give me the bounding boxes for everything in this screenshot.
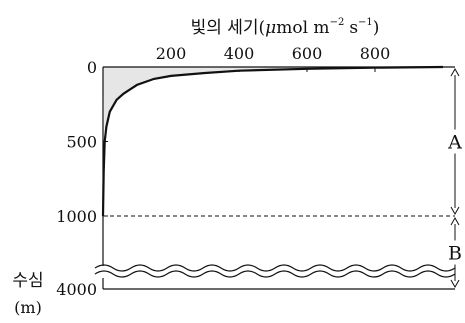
zone-B-arrow-up bbox=[450, 216, 460, 226]
x-tick-label-400: 400 bbox=[224, 44, 255, 63]
zone-brackets: AB bbox=[447, 67, 462, 289]
x-title-rest: mol m bbox=[276, 18, 329, 38]
zone-A-arrow-up bbox=[450, 67, 460, 77]
x-title-s: s bbox=[349, 18, 358, 38]
light-area-fill bbox=[103, 67, 443, 142]
x-axis-title: 빛의 세기(μmol m−2 s−1) bbox=[191, 17, 380, 38]
x-tick-label-200: 200 bbox=[156, 44, 187, 63]
x-title-exp2: −1 bbox=[358, 17, 373, 28]
x-axis-ticks: 200 400 600 800 bbox=[156, 44, 391, 72]
x-title-mu: μ bbox=[265, 18, 276, 38]
axis-break-wave-lower bbox=[94, 270, 456, 278]
y-axis-title-line2: (m) bbox=[14, 298, 42, 317]
x-title-exp1: −2 bbox=[330, 17, 345, 28]
y-tick-label-4000: 4000 bbox=[56, 280, 97, 299]
zone-A-arrow-down bbox=[450, 206, 460, 216]
x-title-main: 빛의 세기 bbox=[191, 18, 259, 38]
y-tick-label-0: 0 bbox=[87, 58, 97, 77]
y-axis-title-line1: 수심 bbox=[12, 271, 43, 291]
zone-label-B: B bbox=[448, 243, 462, 265]
axis-break-wave-upper bbox=[94, 264, 456, 272]
y-tick-label-500: 500 bbox=[66, 133, 97, 152]
x-title-open: ( bbox=[259, 18, 266, 38]
x-tick-label-800: 800 bbox=[360, 44, 391, 63]
zone-label-A: A bbox=[447, 132, 462, 154]
light-intensity-curve bbox=[101, 65, 444, 217]
y-tick-label-1000: 1000 bbox=[56, 207, 97, 226]
y-axis-ticks: 0 500 1000 4000 bbox=[56, 58, 108, 299]
x-title-close: ) bbox=[373, 18, 380, 38]
x-tick-label-600: 600 bbox=[292, 44, 323, 63]
zone-B-arrow-down bbox=[450, 279, 460, 289]
